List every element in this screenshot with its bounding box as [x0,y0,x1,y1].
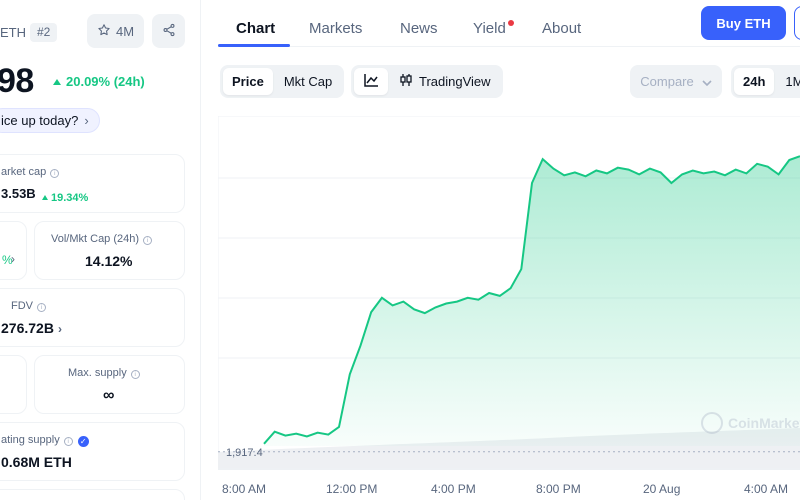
notification-dot [508,20,514,26]
x-axis-tick-label: 4:00 AM [744,482,789,496]
market-cap-value: 3.53B [1,186,36,201]
volume-change-fragment: % [2,253,13,267]
tab-news[interactable]: News [400,20,438,37]
fdv-value: 276.72B › [1,320,62,336]
market-cap-change: 19.34% [42,188,88,206]
market-cap-label: arket cap i [1,166,60,178]
x-axis-tick-label: 8:00 AM [222,482,267,496]
panel-divider [200,0,201,500]
range-24h[interactable]: 24h [734,68,775,95]
x-axis-tick-label: 20 Aug [643,482,681,496]
chevron-right-icon: › [57,322,62,336]
watermark-text: CoinMarket [728,415,800,431]
price-change-24h: 20.09% (24h) [53,74,145,89]
share-button[interactable] [152,14,185,48]
price-question-pill[interactable]: ice up today? › [0,108,100,133]
compare-label: Compare [640,74,694,89]
tabs-divider [218,46,800,47]
tab-chart[interactable]: Chart [236,20,276,37]
max-supply-label: Max. supply i [68,367,140,379]
chart-mode-toggle: Price Mkt Cap [220,65,345,98]
circulating-supply-label: ating supply i ✓ [1,434,89,447]
caret-up-icon [42,195,48,200]
fdv-label: FDV i [11,300,46,312]
mode-price[interactable]: Price [223,68,273,95]
circulating-supply-card: ating supply i ✓ 0.68M ETH [0,422,185,481]
chevron-right-icon: › [84,113,89,128]
buy-eth-button[interactable]: Buy ETH [701,6,786,40]
vol-mkt-cap-value: 14.12% [85,253,133,269]
mode-market-cap[interactable]: Mkt Cap [283,74,333,89]
candlestick-icon [399,73,413,90]
x-axis-tick-label: 12:00 PM [326,482,378,496]
info-icon[interactable]: i [130,370,140,379]
caret-up-icon [53,79,61,85]
price-line [263,155,800,445]
info-icon[interactable]: i [50,169,60,178]
time-range-toggle: 24h 1M [731,65,800,98]
max-supply-value: ∞ [103,387,115,404]
tab-about[interactable]: About [542,20,582,37]
max-supply-card: Max. supply i ∞ [34,355,185,414]
price-area [264,156,800,446]
info-icon[interactable]: i [143,236,153,245]
coin-symbol: ETH [0,25,26,40]
min-price-label: 1,917.4 [226,447,263,459]
chevron-down-icon [702,74,712,89]
price-question-text: ice up today? [1,113,79,128]
total-supply-card [0,355,27,414]
chevron-right-icon: › [11,252,15,266]
progress-card [0,489,185,500]
circulating-supply-value: 0.68M ETH [1,454,72,470]
tab-yield[interactable]: Yield [473,10,542,48]
x-axis-tick-label: 8:00 PM [536,482,581,496]
x-axis-tick-label: 4:00 PM [431,482,476,496]
coinmarketcap-logo-icon [701,412,723,434]
volume-card[interactable]: % › [0,221,27,280]
rank-badge: #2 [30,23,58,42]
section-tabs: Chart Markets News Yield About [218,10,622,48]
info-icon[interactable]: i [37,303,46,312]
chart-type-toggle: TradingView [351,65,503,98]
coin-price: 98 [0,62,34,100]
secondary-buy-button[interactable] [794,6,800,40]
market-cap-card: arket cap i 3.53B 19.34% [0,154,185,213]
watchlist-button[interactable]: 4M [87,14,144,48]
price-chart[interactable]: 1,917.4 CoinMarket [218,116,800,470]
vol-mkt-cap-label: Vol/Mkt Cap (24h) i [51,233,153,245]
share-icon [162,23,176,40]
fdv-card[interactable]: FDV i 276.72B › [0,288,185,347]
tradingview-button[interactable]: TradingView [390,68,500,95]
active-tab-indicator [218,44,290,47]
tab-markets[interactable]: Markets [309,20,363,37]
star-icon [97,23,111,40]
range-1m[interactable]: 1M [785,74,800,89]
line-chart-button[interactable] [354,68,388,95]
watchlist-count: 4M [115,23,135,39]
compare-dropdown[interactable]: Compare [630,65,722,98]
line-chart-icon [363,73,379,90]
vol-mkt-cap-card: Vol/Mkt Cap (24h) i 14.12% [34,221,185,280]
info-icon[interactable]: i [63,437,73,446]
tradingview-label: TradingView [419,74,491,89]
coin-summary-panel: ETH #2 4M 98 20.09% (24h) ice up today? … [0,0,200,500]
watermark: CoinMarket [701,412,800,434]
verified-icon: ✓ [77,436,89,447]
